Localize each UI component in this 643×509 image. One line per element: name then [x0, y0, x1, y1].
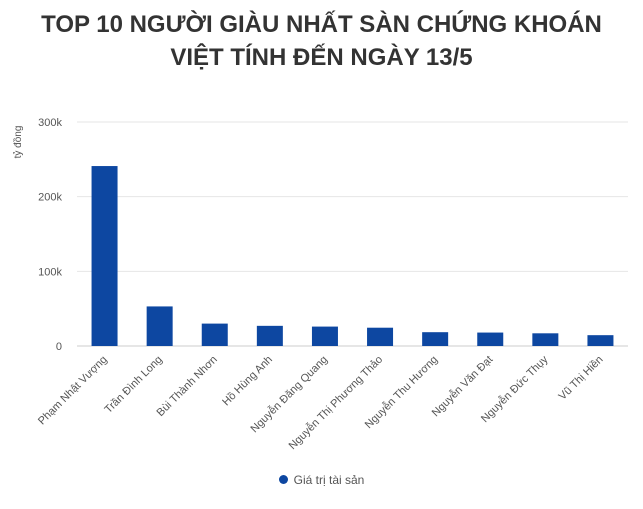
- y-tick-label: 0: [56, 341, 62, 353]
- x-tick-label: Trần Đình Long: [103, 354, 165, 416]
- bar[interactable]: [311, 326, 338, 346]
- bars: [91, 166, 614, 346]
- legend-label: Giá trị tài sản: [293, 473, 365, 487]
- x-tick-label: Nguyễn Thị Phương Thảo: [286, 353, 385, 452]
- bar[interactable]: [256, 325, 283, 346]
- x-tick-label: Bùi Thành Nhơn: [155, 354, 220, 419]
- legend[interactable]: Giá trị tài sản: [0, 473, 643, 487]
- y-tick-label: 100k: [38, 266, 62, 278]
- y-axis-ticks: 0 100k 200k 300k: [38, 117, 62, 353]
- bar[interactable]: [367, 327, 394, 346]
- x-tick-label: Hồ Hùng Anh: [220, 354, 275, 409]
- bar[interactable]: [532, 333, 559, 346]
- chart-title: TOP 10 NGƯỜI GIÀU NHẤT SÀN CHỨNG KHOÁN V…: [0, 8, 643, 74]
- legend-swatch: [278, 475, 288, 485]
- chart-title-line-2: VIỆT TÍNH ĐẾN NGÀY 13/5: [170, 44, 473, 71]
- bar[interactable]: [91, 166, 118, 346]
- bar[interactable]: [477, 332, 504, 346]
- chart-title-line-1: TOP 10 NGƯỜI GIÀU NHẤT SÀN CHỨNG KHOÁN: [41, 11, 602, 38]
- y-axis-label: tỷ đồng: [12, 126, 24, 159]
- bar[interactable]: [201, 323, 228, 346]
- y-tick-label: 200k: [38, 192, 62, 204]
- y-tick-label: 300k: [38, 117, 62, 129]
- x-tick-label: Phạm Nhật Vượng: [36, 354, 110, 428]
- bar[interactable]: [422, 332, 449, 346]
- x-tick-label: Vũ Thị Hiền: [557, 354, 606, 403]
- bar[interactable]: [146, 306, 173, 346]
- bar[interactable]: [587, 335, 614, 346]
